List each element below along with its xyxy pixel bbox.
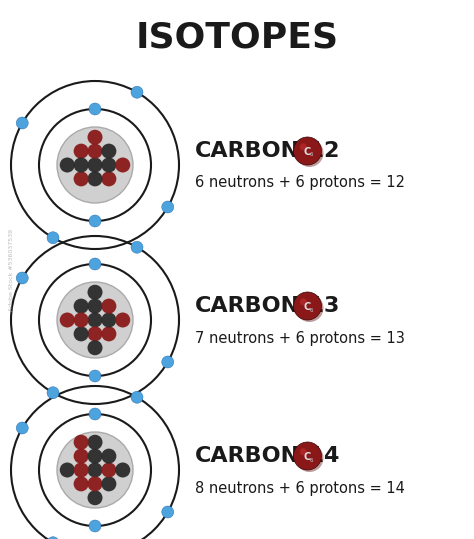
- Circle shape: [88, 490, 102, 505]
- Circle shape: [73, 327, 89, 341]
- Circle shape: [295, 444, 323, 472]
- Circle shape: [73, 313, 89, 328]
- Circle shape: [131, 391, 143, 403]
- Circle shape: [89, 103, 101, 115]
- Circle shape: [89, 520, 101, 532]
- Circle shape: [293, 137, 321, 165]
- Circle shape: [293, 292, 321, 320]
- Circle shape: [101, 448, 117, 464]
- Circle shape: [300, 298, 307, 305]
- Circle shape: [89, 370, 101, 382]
- Text: 6 neutrons + 6 protons = 12: 6 neutrons + 6 protons = 12: [195, 176, 405, 190]
- Circle shape: [88, 143, 102, 158]
- Circle shape: [57, 432, 133, 508]
- Circle shape: [88, 448, 102, 464]
- Circle shape: [101, 462, 117, 478]
- Circle shape: [88, 476, 102, 492]
- Circle shape: [89, 215, 101, 227]
- Circle shape: [101, 171, 117, 186]
- Circle shape: [101, 157, 117, 172]
- Circle shape: [16, 272, 28, 284]
- Circle shape: [73, 299, 89, 314]
- Circle shape: [115, 157, 130, 172]
- Circle shape: [88, 157, 102, 172]
- Text: 8 neutrons + 6 protons = 14: 8 neutrons + 6 protons = 14: [195, 480, 405, 495]
- Text: C: C: [304, 452, 311, 462]
- Circle shape: [88, 327, 102, 341]
- Text: ISOTOPES: ISOTOPES: [136, 21, 338, 55]
- Text: CARBON-14: CARBON-14: [195, 446, 340, 466]
- Circle shape: [295, 139, 323, 167]
- Circle shape: [89, 258, 101, 270]
- Circle shape: [293, 442, 321, 470]
- Circle shape: [162, 356, 174, 368]
- Circle shape: [47, 387, 59, 399]
- Circle shape: [89, 408, 101, 420]
- Circle shape: [88, 285, 102, 300]
- Circle shape: [162, 506, 174, 518]
- Circle shape: [88, 313, 102, 328]
- Text: Adobe Stock #536037539: Adobe Stock #536037539: [9, 229, 15, 310]
- Text: C: C: [304, 147, 311, 157]
- Circle shape: [115, 313, 130, 328]
- Circle shape: [47, 537, 59, 539]
- Text: C: C: [304, 302, 311, 312]
- Circle shape: [115, 462, 130, 478]
- Circle shape: [16, 117, 28, 129]
- Text: CARBON-12: CARBON-12: [195, 141, 340, 161]
- Circle shape: [101, 327, 117, 341]
- Circle shape: [73, 143, 89, 158]
- Circle shape: [295, 294, 323, 322]
- Circle shape: [57, 282, 133, 358]
- Circle shape: [88, 130, 102, 145]
- Circle shape: [73, 171, 89, 186]
- Circle shape: [101, 476, 117, 492]
- Circle shape: [162, 201, 174, 213]
- Circle shape: [60, 157, 75, 172]
- Circle shape: [300, 143, 307, 150]
- Circle shape: [300, 448, 307, 455]
- Circle shape: [101, 313, 117, 328]
- Text: 6: 6: [310, 153, 313, 157]
- Circle shape: [88, 435, 102, 450]
- Circle shape: [88, 299, 102, 314]
- Circle shape: [101, 299, 117, 314]
- Text: 6: 6: [310, 458, 313, 462]
- Circle shape: [73, 462, 89, 478]
- Circle shape: [73, 448, 89, 464]
- Circle shape: [131, 241, 143, 253]
- Circle shape: [88, 340, 102, 355]
- Circle shape: [101, 143, 117, 158]
- Circle shape: [73, 435, 89, 450]
- Circle shape: [88, 462, 102, 478]
- Text: 6: 6: [310, 308, 313, 313]
- Text: 7 neutrons + 6 protons = 13: 7 neutrons + 6 protons = 13: [195, 330, 405, 345]
- Circle shape: [47, 232, 59, 244]
- Circle shape: [60, 462, 75, 478]
- Text: CARBON-13: CARBON-13: [195, 296, 340, 316]
- Circle shape: [16, 422, 28, 434]
- Circle shape: [131, 86, 143, 98]
- Circle shape: [60, 313, 75, 328]
- Circle shape: [73, 476, 89, 492]
- Circle shape: [88, 171, 102, 186]
- Circle shape: [73, 157, 89, 172]
- Circle shape: [57, 127, 133, 203]
